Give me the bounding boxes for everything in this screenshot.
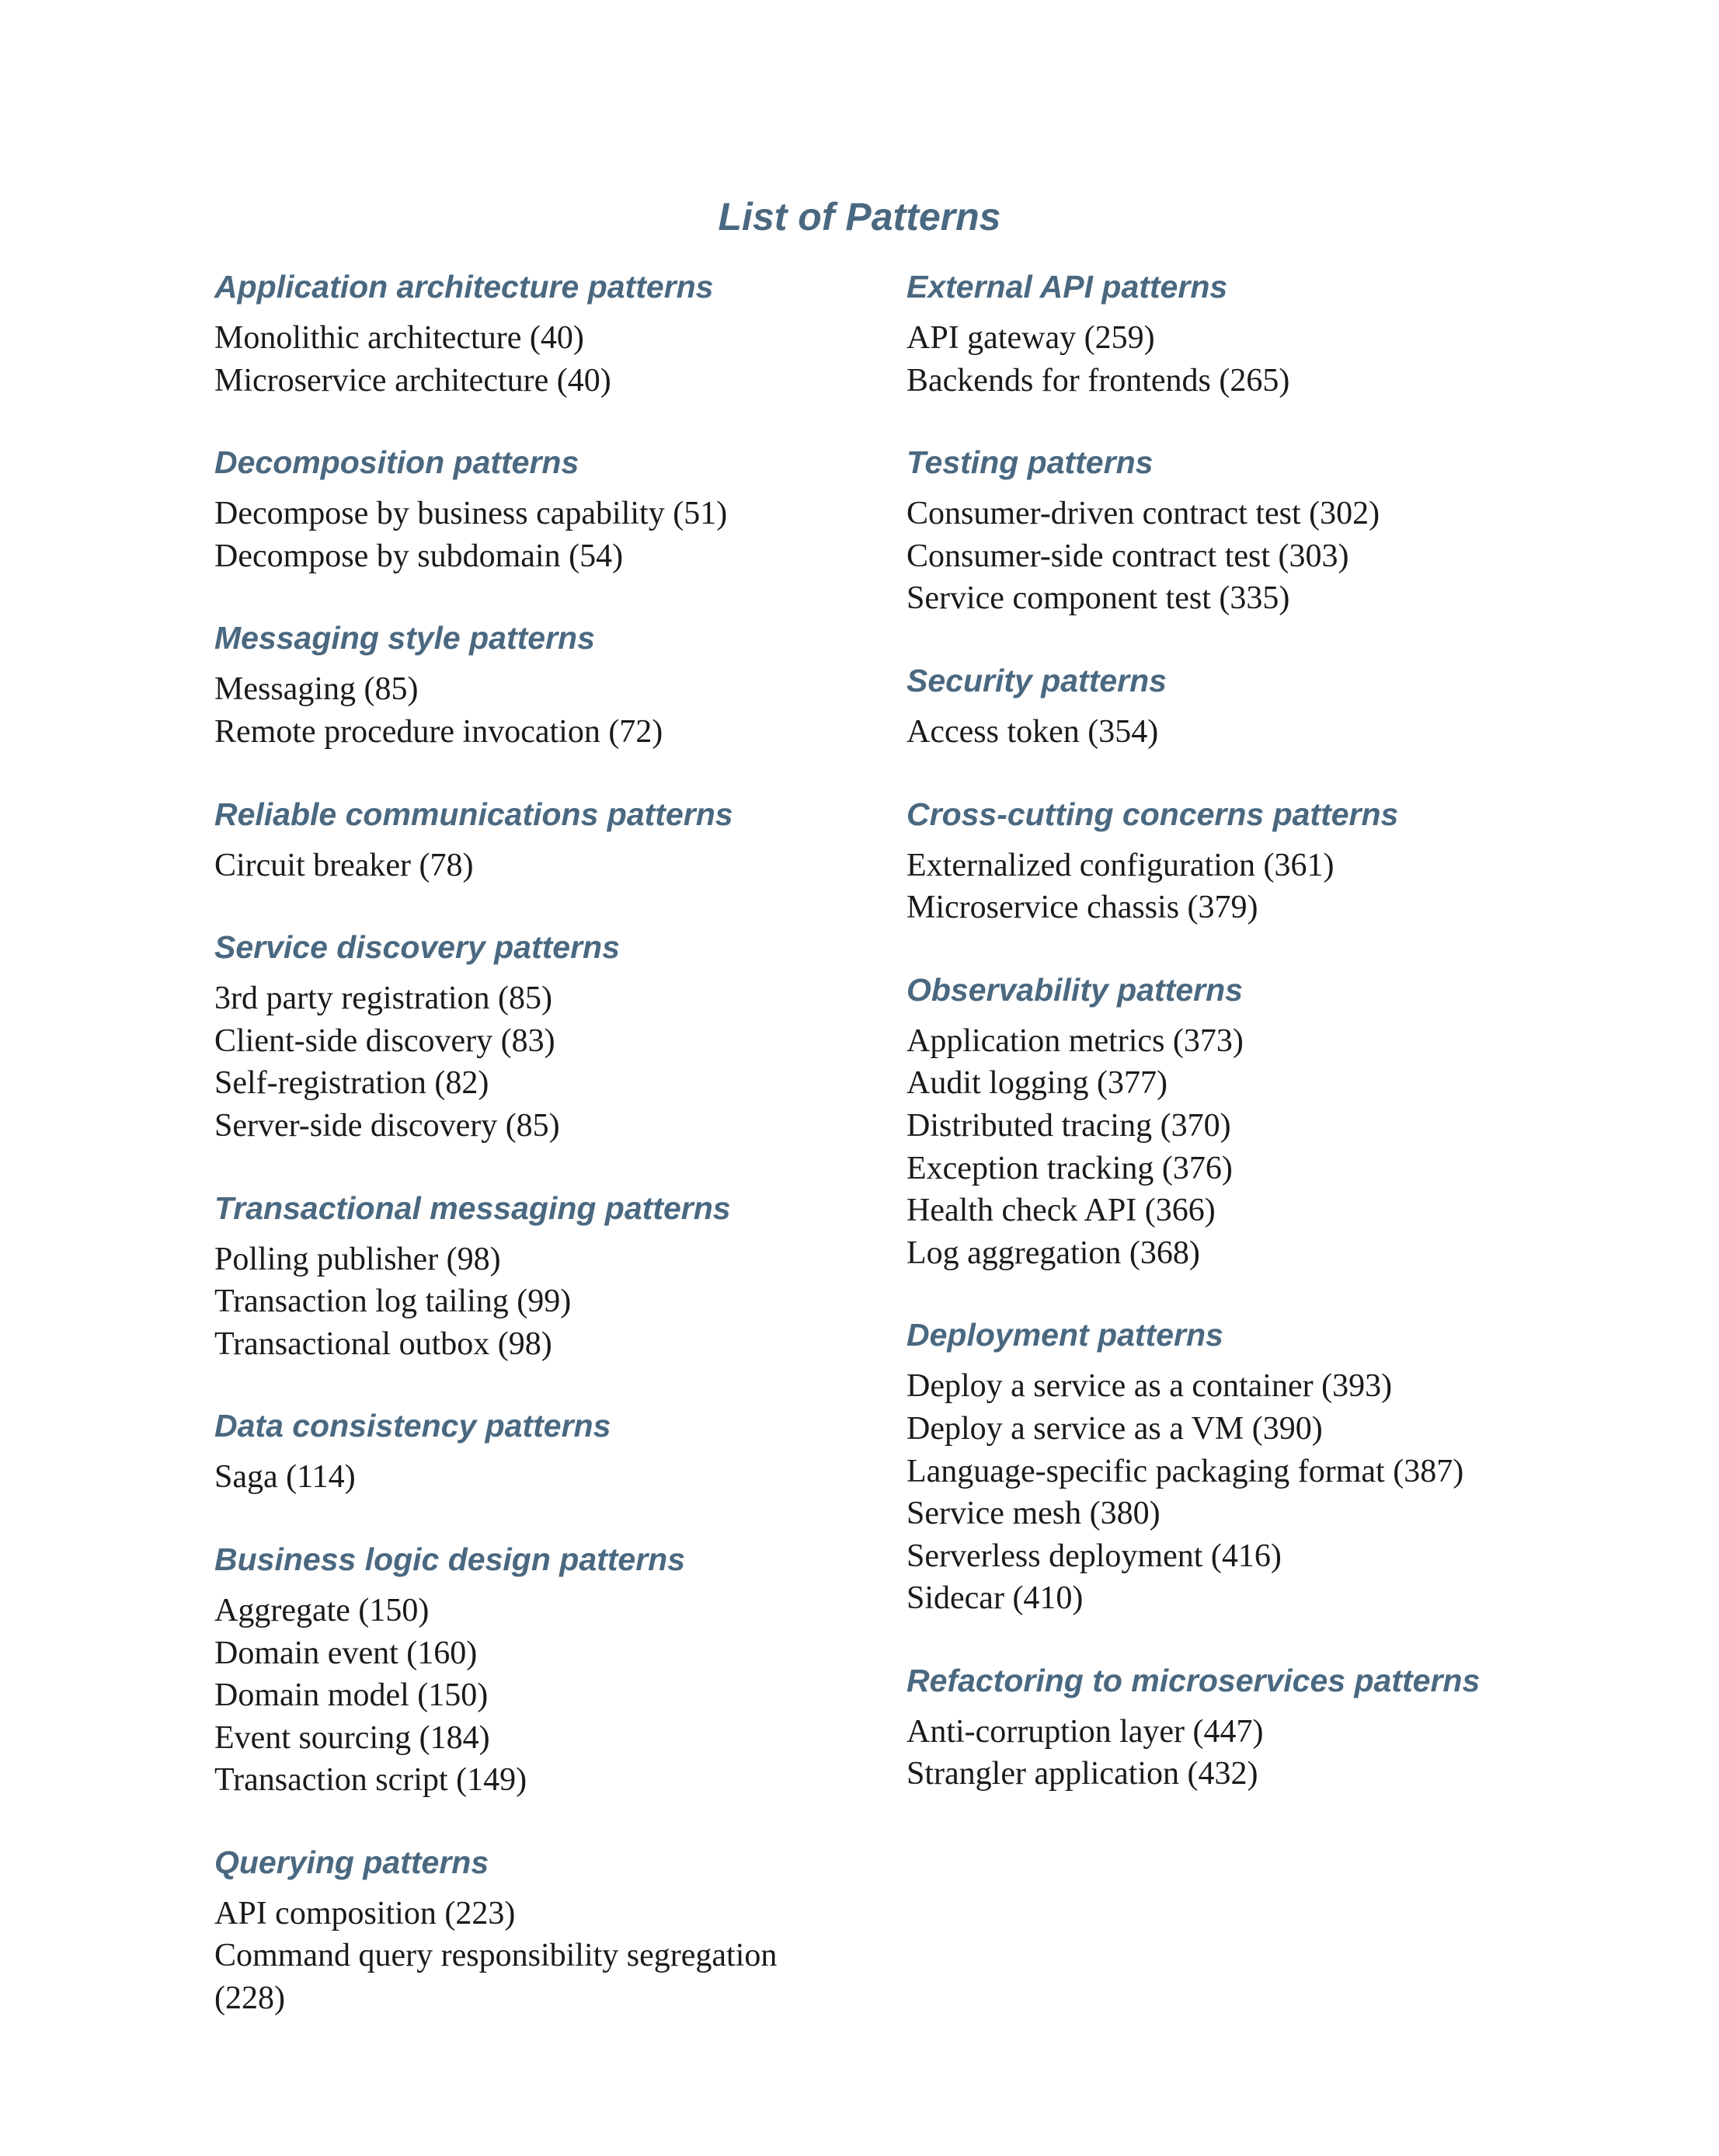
pattern-entry: Service component test (335) bbox=[906, 580, 1290, 617]
section-heading: Transactional messaging patterns bbox=[214, 1189, 731, 1226]
pattern-entry: Consumer-side contract test (303) bbox=[906, 538, 1349, 574]
pattern-entry: Language-specific packaging format (387) bbox=[906, 1453, 1464, 1489]
section-heading: Cross-cutting concerns patterns bbox=[906, 796, 1399, 832]
pattern-entry: Transactional outbox (98) bbox=[214, 1325, 552, 1362]
pattern-entry: Audit logging (377) bbox=[906, 1065, 1167, 1102]
section-heading: Refactoring to microservices patterns bbox=[906, 1662, 1481, 1698]
pattern-section: Deployment patterns Deploy a service as a… bbox=[906, 1312, 1606, 1620]
pattern-entry: Decompose by subdomain (54) bbox=[214, 538, 624, 574]
pattern-entry: Transaction script (149) bbox=[214, 1762, 527, 1799]
pattern-entry: Circuit breaker (78) bbox=[214, 847, 474, 883]
pattern-section: Data consistency patterns Saga (114) bbox=[214, 1403, 836, 1499]
left-column: Application architecture patterns Monolit… bbox=[214, 264, 836, 2058]
section-heading: Business logic design patterns bbox=[214, 1541, 686, 1577]
section-heading: Data consistency patterns bbox=[214, 1408, 611, 1444]
pattern-entry: Client-side discovery (83) bbox=[214, 1022, 555, 1059]
pattern-entry: Service mesh (380) bbox=[906, 1496, 1160, 1532]
pattern-entry: Deploy a service as a container (393) bbox=[906, 1368, 1393, 1405]
pattern-section: Transactional messaging patterns Polling … bbox=[214, 1186, 836, 1366]
pattern-entry: Event sourcing (184) bbox=[214, 1719, 490, 1756]
pattern-section: Observability patterns Application metric… bbox=[906, 967, 1606, 1275]
pattern-section: Security patterns Access token (354) bbox=[906, 658, 1606, 754]
pattern-entry: Serverless deployment (416) bbox=[906, 1538, 1282, 1574]
pattern-entry: Externalized configuration (361) bbox=[906, 847, 1334, 883]
pattern-section: Cross-cutting concerns patterns Externali… bbox=[906, 792, 1606, 929]
section-heading: Deployment patterns bbox=[906, 1317, 1223, 1353]
pattern-section: Messaging style patterns Messaging (85) Re… bbox=[214, 615, 836, 753]
pattern-entry: Server-side discovery (85) bbox=[214, 1107, 560, 1144]
pattern-entry: Health check API (366) bbox=[906, 1193, 1216, 1229]
pattern-section: Decomposition patterns Decompose by busin… bbox=[214, 440, 836, 577]
pattern-entry: API gateway (259) bbox=[906, 320, 1155, 356]
right-column: External API patterns API gateway (259) Ba… bbox=[906, 264, 1606, 1834]
section-heading: Service discovery patterns bbox=[214, 929, 620, 966]
section-heading: Observability patterns bbox=[906, 971, 1243, 1008]
pattern-entry: Transaction log tailing (99) bbox=[214, 1283, 572, 1320]
section-heading: Application architecture patterns bbox=[214, 269, 714, 305]
pattern-section: Application architecture patterns Monolit… bbox=[214, 264, 836, 402]
pattern-entry: Consumer-driven contract test (302) bbox=[906, 496, 1380, 532]
pattern-entry: Domain event (160) bbox=[214, 1635, 478, 1671]
section-heading: Decomposition patterns bbox=[214, 444, 579, 481]
pattern-section: Testing patterns Consumer-driven contract… bbox=[906, 440, 1606, 620]
pattern-section: Service discovery patterns 3rd party regi… bbox=[214, 925, 836, 1147]
section-heading: Testing patterns bbox=[906, 444, 1154, 481]
pattern-entry: Deploy a service as a VM (390) bbox=[906, 1410, 1323, 1447]
pattern-entry: Monolithic architecture (40) bbox=[214, 320, 584, 356]
pattern-section: Querying patterns API composition (223) Co… bbox=[214, 1840, 836, 2020]
section-heading: External API patterns bbox=[906, 269, 1228, 305]
pattern-entry: Application metrics (373) bbox=[906, 1022, 1244, 1059]
section-heading: Messaging style patterns bbox=[214, 620, 595, 657]
pattern-section: Refactoring to microservices patterns Ant… bbox=[906, 1658, 1606, 1796]
pattern-entry: Strangler application (432) bbox=[906, 1756, 1258, 1792]
pattern-entry: Log aggregation (368) bbox=[906, 1235, 1200, 1271]
pattern-section: Business logic design patterns Aggregate … bbox=[214, 1537, 836, 1802]
page-title: List of Patterns bbox=[718, 194, 1001, 239]
pattern-section: Reliable communications patterns Circuit … bbox=[214, 792, 836, 887]
pattern-entry: Sidecar (410) bbox=[906, 1580, 1084, 1617]
pattern-entry: Microservice chassis (379) bbox=[906, 890, 1258, 926]
pattern-entry: 3rd party registration (85) bbox=[214, 980, 553, 1017]
pattern-entry: Backends for frontends (265) bbox=[906, 362, 1290, 399]
pattern-entry: Saga (114) bbox=[214, 1459, 356, 1496]
section-heading: Querying patterns bbox=[214, 1844, 489, 1880]
pattern-entry: Remote procedure invocation (72) bbox=[214, 713, 663, 750]
pattern-entry: Access token (354) bbox=[906, 713, 1159, 750]
pattern-entry: Decompose by business capability (51) bbox=[214, 496, 728, 532]
pattern-entry: Aggregate (150) bbox=[214, 1592, 430, 1628]
section-heading: Reliable communications patterns bbox=[214, 796, 733, 832]
pattern-entry: Command query responsibility segregation bbox=[214, 1938, 778, 1974]
pattern-entry: Self-registration (82) bbox=[214, 1065, 489, 1102]
pattern-entry: Polling publisher (98) bbox=[214, 1241, 501, 1277]
pattern-entry: Distributed tracing (370) bbox=[906, 1107, 1231, 1144]
pattern-section: External API patterns API gateway (259) Ba… bbox=[906, 264, 1606, 402]
pattern-entry: Exception tracking (376) bbox=[906, 1150, 1233, 1186]
pattern-entry: Anti-corruption layer (447) bbox=[906, 1713, 1264, 1750]
pattern-entry: API composition (223) bbox=[214, 1895, 516, 1931]
pattern-entry: Messaging (85) bbox=[214, 671, 419, 708]
pattern-entry: (228) bbox=[214, 1980, 285, 2017]
pattern-entry: Domain model (150) bbox=[214, 1677, 489, 1714]
pattern-entry: Microservice architecture (40) bbox=[214, 362, 611, 399]
section-heading: Security patterns bbox=[906, 662, 1167, 698]
